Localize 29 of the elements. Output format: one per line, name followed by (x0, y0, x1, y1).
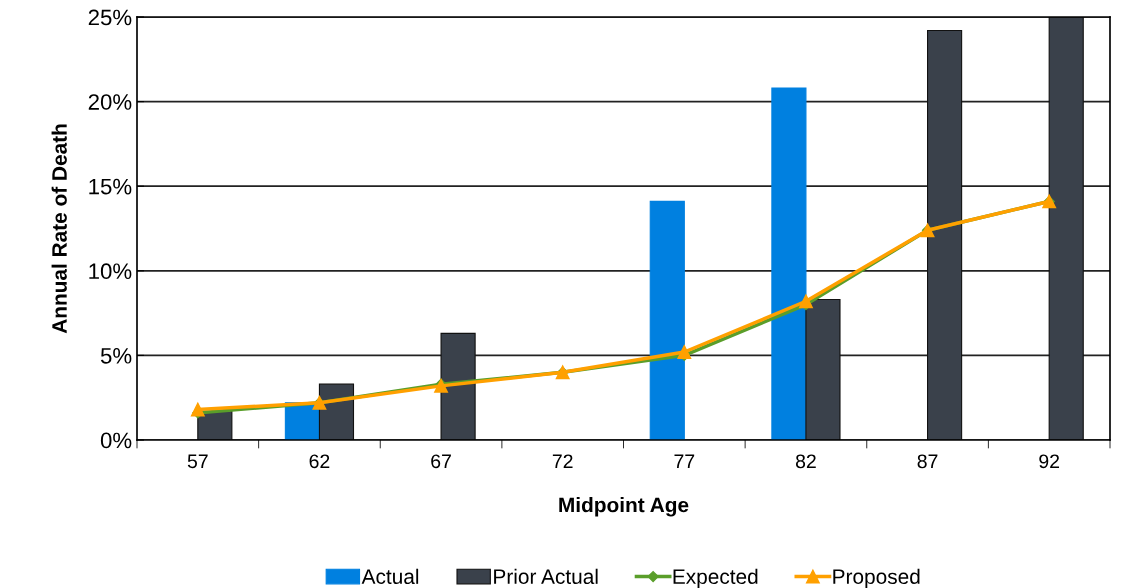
x-tick-label: 72 (552, 454, 573, 468)
legend-label: Prior Actual (494, 568, 598, 585)
point (190, 402, 205, 417)
y-tick-label: 10% (89, 263, 132, 280)
legend-label: Actual (361, 568, 419, 585)
y-axis-title: Annual Rate of Death (51, 124, 67, 334)
y-tick-label: 5% (100, 348, 132, 364)
x-tick-label: 92 (1039, 454, 1060, 469)
x-tick-label: 62 (309, 454, 330, 469)
point (798, 294, 813, 309)
legend-label: Proposed (833, 568, 920, 588)
x-tick-label: 77 (674, 454, 695, 468)
legend-label: Expected (673, 568, 758, 588)
bar (440, 332, 476, 440)
bar (805, 299, 841, 440)
bar (771, 87, 807, 440)
bar (649, 200, 685, 440)
x-axis-title: Midpoint Age (559, 497, 689, 517)
x-tick-label: 67 (431, 454, 451, 469)
bar (1048, 17, 1084, 440)
y-tick-label: 25% (88, 9, 132, 26)
y-tick-label: 20% (88, 94, 132, 110)
x-tick-label: 87 (917, 454, 938, 469)
point (677, 345, 692, 359)
y-tick-label: 0% (100, 432, 132, 449)
x-tick-label: 82 (795, 454, 816, 469)
x-tick-label: 57 (187, 454, 208, 469)
y-tick-label: 15% (89, 178, 132, 195)
bar (927, 29, 963, 440)
